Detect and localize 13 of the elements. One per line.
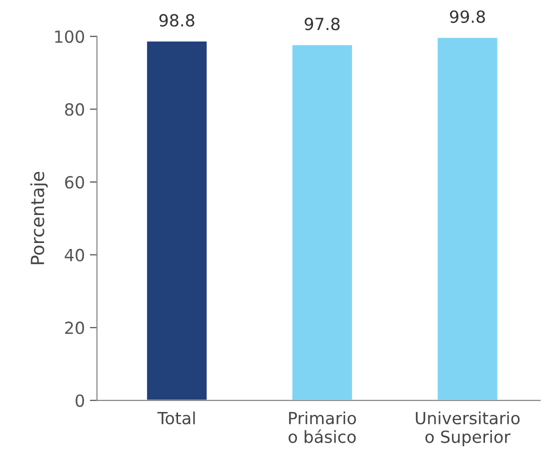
y-tick-label: 80 [65, 103, 84, 116]
data-label: 99.8 [450, 10, 485, 23]
x-tick-label: Total [157, 412, 195, 424]
y-tick-label: 60 [65, 176, 84, 189]
x-tick-label: Primario o básico [288, 412, 356, 444]
y-tick-label: 40 [64, 248, 84, 262]
data-label: 98.8 [159, 14, 194, 27]
data-label: 97.8 [304, 18, 340, 30]
y-axis-title: Porcentaje [30, 172, 48, 264]
y-tick-label: 20 [65, 322, 84, 334]
y-tick-label: 0 [76, 394, 84, 407]
y-tick-label: 100 [55, 30, 84, 43]
x-tick-label: Universitario o Superior [416, 412, 520, 446]
